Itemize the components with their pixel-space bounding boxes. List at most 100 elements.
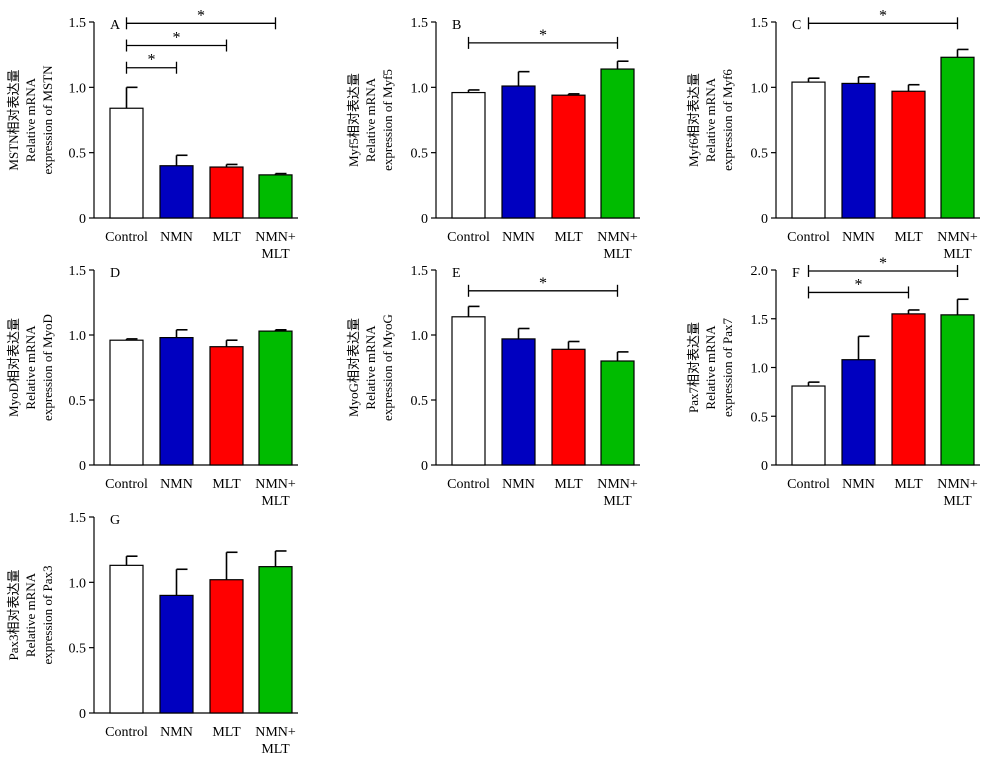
y-tick-label-a: 0.5 [69, 147, 87, 162]
y-axis-title-f: expression of Pax7 [720, 318, 735, 417]
bar-f-control [791, 385, 826, 466]
significance-star-c: * [879, 7, 887, 24]
y-tick-label-e: 0 [421, 459, 428, 474]
y-axis-title-d: MyoD相对表达量 [6, 318, 21, 417]
bar-c-nmn-plus-mlt [940, 56, 975, 219]
y-tick-label-c: 1.0 [751, 81, 769, 96]
x-tick-label-g-nmn-plus-mlt: NMN+ [255, 725, 296, 740]
y-tick-label-f: 0 [761, 459, 768, 474]
y-tick-label-f: 1.0 [751, 362, 769, 377]
x-tick-label-b-mlt: MLT [554, 230, 583, 245]
y-axis-title-e: MyoG相对表达量 [346, 318, 361, 417]
bar-g-control [109, 564, 144, 714]
y-axis-title-f: Pax7相对表达量 [686, 322, 701, 413]
y-tick-label-d: 0 [79, 459, 86, 474]
bar-a-control [109, 107, 144, 219]
significance-star-e: * [539, 275, 547, 292]
bar-b-nmn-plus-mlt [600, 68, 635, 219]
y-tick-label-f: 1.5 [751, 313, 769, 328]
y-axis-title-e: Relative mRNA [363, 325, 378, 410]
x-tick-label-f-nmn-plus-mlt: MLT [943, 494, 972, 509]
bar-d-mlt [209, 346, 244, 466]
y-axis-title-g: expression of Pax3 [40, 566, 55, 665]
x-tick-label-c-nmn-plus-mlt: MLT [943, 247, 972, 262]
panel-c: 0 0.5 1.0 1.5 C Myf6相对表达量 Relative mRNA express… [686, 7, 980, 262]
significance-star-f: * [879, 255, 887, 272]
bar-f-mlt [891, 313, 926, 466]
bar-a-nmn-plus-mlt [258, 174, 293, 219]
x-tick-label-e-nmn-plus-mlt: NMN+ [597, 477, 638, 492]
y-tick-label-b: 0 [421, 212, 428, 227]
y-tick-label-d: 0.5 [69, 394, 87, 409]
x-tick-label-f-mlt: MLT [894, 477, 923, 492]
bar-b-nmn [501, 85, 536, 219]
x-tick-label-d-nmn-plus-mlt: MLT [261, 494, 290, 509]
bar-e-nmn [501, 338, 536, 466]
bar-b-control [451, 91, 486, 219]
panel-letter-d: D [110, 266, 120, 281]
bar-c-control [791, 81, 826, 219]
x-tick-label-b-nmn-plus-mlt: NMN+ [597, 230, 638, 245]
bar-f-nmn-plus-mlt [940, 314, 975, 466]
bar-g-nmn [159, 594, 194, 714]
x-tick-label-b-control: Control [447, 230, 490, 245]
bar-e-mlt [551, 348, 586, 466]
bar-c-nmn [841, 82, 876, 219]
panel-a: 0 0.5 1.0 1.5 A MSTN相对表达量 Relative mRNA express… [6, 7, 298, 262]
y-tick-label-f: 2.0 [751, 264, 769, 279]
bar-g-mlt [209, 579, 244, 714]
bar-c-mlt [891, 90, 926, 219]
y-tick-label-g: 0 [79, 707, 86, 722]
y-axis-title-c: expression of Myf6 [720, 69, 735, 171]
x-tick-label-a-nmn-plus-mlt: NMN+ [255, 230, 296, 245]
x-tick-label-a-nmn-plus-mlt: MLT [261, 247, 290, 262]
x-tick-label-d-mlt: MLT [212, 477, 241, 492]
y-axis-title-e: expression of MyoG [380, 314, 395, 421]
significance-star-a: * [173, 30, 181, 47]
y-axis-title-b: expression of Myf5 [380, 69, 395, 171]
panel-letter-g: G [110, 513, 120, 528]
bar-a-mlt [209, 166, 244, 219]
significance-star-a: * [148, 52, 156, 69]
bar-a-nmn [159, 165, 194, 219]
x-tick-label-a-mlt: MLT [212, 230, 241, 245]
y-axis-title-b: Myf5相对表达量 [346, 73, 361, 167]
x-tick-label-e-nmn: NMN [502, 477, 535, 492]
y-tick-label-b: 1.0 [411, 81, 429, 96]
x-tick-label-a-control: Control [105, 230, 148, 245]
y-tick-label-b: 0.5 [411, 147, 429, 162]
y-tick-label-g: 1.5 [69, 511, 87, 526]
y-tick-label-e: 1.0 [411, 329, 429, 344]
x-tick-label-b-nmn: NMN [502, 230, 535, 245]
x-tick-label-d-nmn-plus-mlt: NMN+ [255, 477, 296, 492]
y-axis-title-b: Relative mRNA [363, 77, 378, 162]
bar-e-control [451, 316, 486, 466]
y-tick-label-d: 1.0 [69, 329, 87, 344]
x-tick-label-f-control: Control [787, 477, 830, 492]
panel-letter-a: A [110, 18, 121, 33]
y-tick-label-a: 0 [79, 212, 86, 227]
x-tick-label-b-nmn-plus-mlt: MLT [603, 247, 632, 262]
x-tick-label-f-nmn-plus-mlt: NMN+ [937, 477, 978, 492]
y-tick-label-c: 1.5 [751, 16, 769, 31]
y-tick-label-d: 1.5 [69, 264, 87, 279]
significance-star-a: * [197, 7, 205, 24]
y-axis-title-d: Relative mRNA [23, 325, 38, 410]
x-tick-label-e-mlt: MLT [554, 477, 583, 492]
x-tick-label-g-mlt: MLT [212, 725, 241, 740]
y-tick-label-e: 0.5 [411, 394, 429, 409]
x-tick-label-g-control: Control [105, 725, 148, 740]
x-tick-label-e-control: Control [447, 477, 490, 492]
panel-letter-c: C [792, 18, 801, 33]
panel-g: 0 0.5 1.0 1.5 G Pax3相对表达量 Relative mRNA express… [6, 511, 298, 757]
y-axis-title-a: Relative mRNA [23, 77, 38, 162]
x-tick-label-c-control: Control [787, 230, 830, 245]
y-tick-label-c: 0 [761, 212, 768, 227]
y-tick-label-a: 1.0 [69, 81, 87, 96]
y-tick-label-g: 0.5 [69, 642, 87, 657]
bar-b-mlt [551, 94, 586, 219]
bar-d-nmn-plus-mlt [258, 330, 293, 466]
panel-d: 0 0.5 1.0 1.5 D MyoD相对表达量 Relative mRNA express… [6, 264, 298, 509]
x-tick-label-g-nmn: NMN [160, 725, 193, 740]
x-tick-label-g-nmn-plus-mlt: MLT [261, 742, 290, 757]
